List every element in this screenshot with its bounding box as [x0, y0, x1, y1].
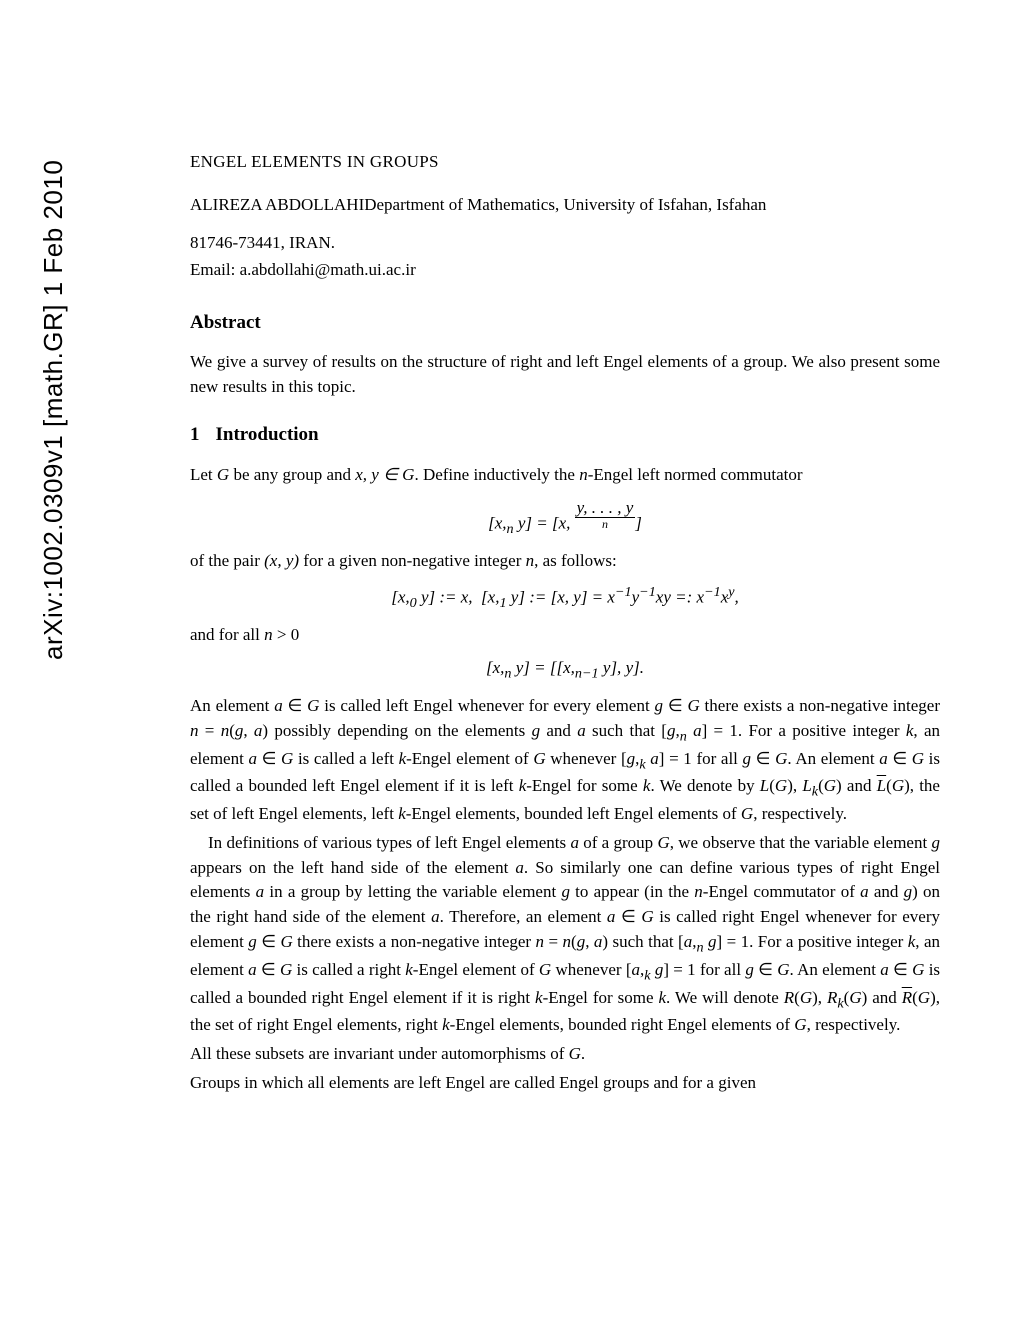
text-frag: of the pair: [190, 551, 264, 570]
equation-3: [x,n y] = [[x,n−1 y], y].: [190, 656, 940, 684]
text-frag: -Engel left normed commutator: [588, 465, 803, 484]
arxiv-stamp: arXiv:1002.0309v1 [math.GR] 1 Feb 2010: [38, 160, 69, 660]
intro-para-3: and for all n > 0: [190, 623, 940, 648]
text-frag: for a given non-negative integer: [299, 551, 526, 570]
text-frag: , as follows:: [534, 551, 617, 570]
section-title: Introduction: [216, 424, 319, 445]
abstract-text: We give a survey of results on the struc…: [190, 350, 940, 399]
address: 81746-73441, IRAN.: [190, 231, 940, 256]
email-value: a.abdollahi@math.ui.ac.ir: [240, 260, 416, 279]
affiliation: Department of Mathematics, University of…: [364, 195, 766, 214]
intro-para-2: of the pair (x, y) for a given non-negat…: [190, 549, 940, 574]
paper-content: ENGEL ELEMENTS IN GROUPS ALIREZA ABDOLLA…: [190, 150, 940, 1099]
intro-para-c: All these subsets are invariant under au…: [190, 1042, 940, 1067]
author-line: ALIREZA ABDOLLAHIDepartment of Mathemati…: [190, 193, 940, 218]
equation-1: [x,n y] = [x, y, . . . , yn]: [190, 496, 940, 540]
author-name: ALIREZA ABDOLLAHI: [190, 195, 364, 214]
intro-body: Let G be any group and x, y ∈ G. Define …: [190, 463, 940, 1095]
math-var: (x, y): [264, 551, 299, 570]
intro-para-b: In definitions of various types of left …: [190, 831, 940, 1038]
email-line: Email: a.abdollahi@math.ui.ac.ir: [190, 258, 940, 283]
equation-2: [x,0 y] := x, [x,1 y] := [x, y] = x−1y−1…: [190, 582, 940, 614]
text-frag: . Define inductively the: [414, 465, 579, 484]
intro-para-d: Groups in which all elements are left En…: [190, 1071, 940, 1096]
section-1-heading: 1 Introduction: [190, 421, 940, 449]
math-var: n: [526, 551, 535, 570]
intro-para-1: Let G be any group and x, y ∈ G. Define …: [190, 463, 940, 488]
email-label: Email:: [190, 260, 240, 279]
abstract-heading: Abstract: [190, 309, 940, 337]
math-var: G: [217, 465, 229, 484]
math-var: n: [579, 465, 588, 484]
intro-para-a: An element a ∈ G is called left Engel wh…: [190, 694, 940, 827]
section-number: 1: [190, 424, 200, 445]
paper-title: ENGEL ELEMENTS IN GROUPS: [190, 150, 940, 175]
text-frag: Let: [190, 465, 217, 484]
text-frag: be any group and: [229, 465, 355, 484]
math-var: x, y ∈ G: [355, 465, 414, 484]
